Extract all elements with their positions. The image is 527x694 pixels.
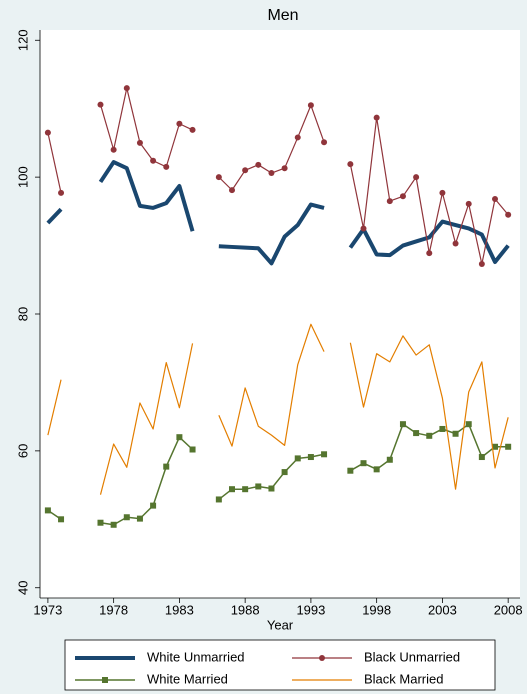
legend-marker [102, 677, 108, 683]
data-point [136, 515, 143, 522]
data-point [360, 460, 367, 467]
data-point [426, 250, 433, 257]
y-tick-label: 120 [15, 29, 30, 51]
data-point [176, 120, 183, 127]
series-line [46, 160, 510, 266]
x-tick-label: 1978 [99, 602, 128, 617]
data-point [255, 161, 262, 168]
data-point [321, 139, 328, 146]
data-point [360, 225, 367, 232]
data-point [294, 455, 301, 462]
data-point [44, 507, 51, 514]
data-point [189, 126, 196, 133]
data-point [399, 193, 406, 200]
data-point [386, 198, 393, 205]
data-point [465, 421, 472, 428]
y-tick-label: 80 [15, 307, 30, 321]
data-point [492, 196, 499, 203]
legend-label: Black Unmarried [364, 649, 460, 664]
data-point [347, 467, 354, 474]
data-point [229, 187, 235, 194]
data-point [268, 485, 275, 492]
data-point [150, 502, 157, 509]
data-point [505, 443, 512, 450]
x-tick-label: 1998 [362, 602, 391, 617]
data-point [58, 189, 65, 196]
data-point [97, 519, 104, 526]
data-point [255, 483, 262, 490]
data-point [215, 496, 222, 503]
data-point [176, 434, 183, 441]
y-tick-label: 60 [15, 444, 30, 458]
data-point [321, 451, 328, 458]
series-line [47, 87, 509, 265]
x-axis-label: Year [267, 617, 294, 632]
data-point [413, 430, 420, 437]
data-point [150, 157, 157, 164]
chart-title: Men [267, 7, 298, 24]
data-point [505, 211, 512, 218]
data-point [373, 114, 380, 121]
data-point [452, 430, 459, 437]
y-tick-label: 100 [15, 166, 30, 188]
data-point [386, 456, 393, 463]
data-point [347, 161, 354, 168]
data-point [307, 102, 314, 109]
data-point [281, 165, 288, 172]
data-point [123, 514, 130, 521]
legend-label: Black Married [364, 671, 443, 686]
data-point [465, 200, 472, 207]
data-point [492, 443, 499, 450]
data-point [163, 163, 170, 170]
data-point [307, 454, 314, 461]
data-point [163, 463, 170, 470]
y-tick-label: 40 [15, 581, 30, 595]
data-point [373, 466, 380, 473]
data-point [399, 421, 406, 428]
data-point [189, 446, 196, 453]
data-point [215, 174, 222, 181]
data-point [439, 425, 446, 432]
x-tick-label: 2008 [494, 602, 523, 617]
data-point [242, 167, 249, 174]
data-point [136, 139, 143, 146]
data-point [229, 486, 235, 493]
data-point [97, 101, 104, 108]
x-tick-label: 1988 [231, 602, 260, 617]
legend-label: White Married [147, 671, 228, 686]
data-point [110, 146, 117, 153]
series-line [47, 423, 509, 526]
data-point [110, 521, 117, 528]
legend-label: White Unmarried [147, 649, 245, 664]
x-tick-label: 1983 [165, 602, 194, 617]
data-point [426, 432, 433, 439]
plot-area [40, 30, 520, 598]
legend-box [64, 639, 496, 691]
data-point [478, 454, 485, 461]
data-point [281, 469, 288, 476]
data-point [44, 129, 51, 136]
legend-marker [319, 655, 325, 661]
data-point [123, 85, 130, 92]
x-tick-label: 2003 [428, 602, 457, 617]
data-point [413, 174, 420, 181]
data-point [268, 170, 275, 177]
data-point [452, 240, 459, 247]
x-tick-label: 1993 [296, 602, 325, 617]
data-point [439, 189, 446, 196]
series-line [47, 323, 509, 495]
data-point [242, 486, 249, 493]
x-tick-label: 1973 [33, 602, 62, 617]
data-point [478, 261, 485, 268]
data-point [294, 134, 301, 141]
data-point [58, 516, 65, 523]
